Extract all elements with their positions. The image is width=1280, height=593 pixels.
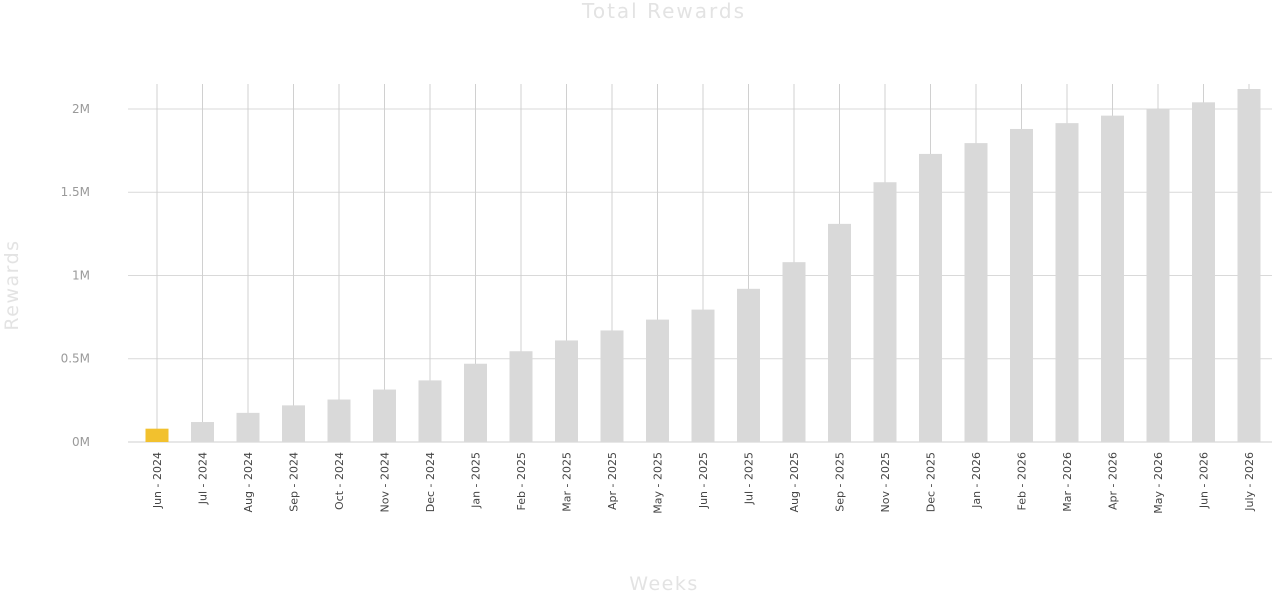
x-tick-label: Jan - 2026 xyxy=(970,452,983,509)
x-tick-label: Nov - 2024 xyxy=(379,452,392,512)
x-tick-label: Feb - 2025 xyxy=(515,452,528,510)
x-tick-label: Apr - 2025 xyxy=(606,452,619,510)
x-tick-label: May - 2026 xyxy=(1152,452,1165,514)
x-tick-label: Mar - 2026 xyxy=(1061,452,1074,512)
x-tick-label: Jul - 2025 xyxy=(743,452,756,505)
bar[interactable] xyxy=(555,340,578,442)
bar[interactable] xyxy=(828,223,851,442)
bars xyxy=(145,88,1261,443)
bar[interactable] xyxy=(327,399,351,442)
y-tick-label: 0M xyxy=(72,435,90,449)
x-tick-label: Jun - 2026 xyxy=(1198,452,1211,509)
bar[interactable] xyxy=(1101,115,1124,442)
bar[interactable] xyxy=(191,422,214,442)
bar[interactable] xyxy=(737,288,760,442)
x-tick-label: July - 2026 xyxy=(1243,452,1256,512)
x-tick-label: Sep - 2024 xyxy=(288,452,301,512)
bar[interactable] xyxy=(873,182,897,442)
x-tick-label: Jun - 2025 xyxy=(697,452,710,509)
x-tick-label: Oct - 2024 xyxy=(333,452,346,510)
bar[interactable] xyxy=(418,380,442,442)
y-tick-label: 0.5M xyxy=(61,352,90,366)
x-tick-label: Jul - 2024 xyxy=(197,452,210,505)
bar[interactable] xyxy=(282,405,305,442)
x-tick-label: Aug - 2025 xyxy=(788,452,801,512)
y-tick-label: 1M xyxy=(72,268,90,282)
bar[interactable] xyxy=(782,262,806,442)
x-tick-label: Feb - 2026 xyxy=(1016,452,1029,510)
bar[interactable] xyxy=(373,389,396,442)
x-tick-label: Aug - 2024 xyxy=(242,452,255,512)
x-tick-label: Nov - 2025 xyxy=(879,452,892,512)
bar[interactable] xyxy=(509,351,533,442)
chart-title: Total Rewards xyxy=(581,0,746,23)
x-tick-label: Dec - 2024 xyxy=(424,452,437,512)
bar[interactable] xyxy=(1237,88,1261,442)
y-axis-label: Rewards xyxy=(1,239,23,330)
y-axis-ticks: 0M 0.5M 1M 1.5M 2M xyxy=(61,102,90,449)
bar[interactable] xyxy=(646,319,669,442)
bar[interactable] xyxy=(691,309,715,442)
y-tick-label: 1.5M xyxy=(61,185,90,199)
x-axis-ticks: Jun - 2024 Jul - 2024 Aug - 2024 Sep - 2024… xyxy=(151,452,1256,514)
x-tick-label: Apr - 2026 xyxy=(1107,452,1120,510)
x-axis-label: Weeks xyxy=(629,573,698,593)
bar[interactable] xyxy=(236,412,260,442)
x-tick-label: Sep - 2025 xyxy=(834,452,847,512)
bar[interactable] xyxy=(145,428,169,442)
bar[interactable] xyxy=(1192,102,1215,442)
x-tick-label: Mar - 2025 xyxy=(561,452,574,512)
bar[interactable] xyxy=(1146,108,1170,442)
x-tick-label: Dec - 2025 xyxy=(925,452,938,512)
bar[interactable] xyxy=(1055,123,1079,442)
bar[interactable] xyxy=(600,330,624,442)
bar[interactable] xyxy=(919,153,942,443)
bar[interactable] xyxy=(964,143,988,442)
bar[interactable] xyxy=(1010,128,1033,443)
bar[interactable] xyxy=(464,363,487,442)
x-tick-label: Jun - 2024 xyxy=(151,452,164,509)
y-tick-label: 2M xyxy=(72,102,90,116)
x-tick-label: Jan - 2025 xyxy=(470,452,483,509)
x-tick-label: May - 2025 xyxy=(652,452,665,514)
